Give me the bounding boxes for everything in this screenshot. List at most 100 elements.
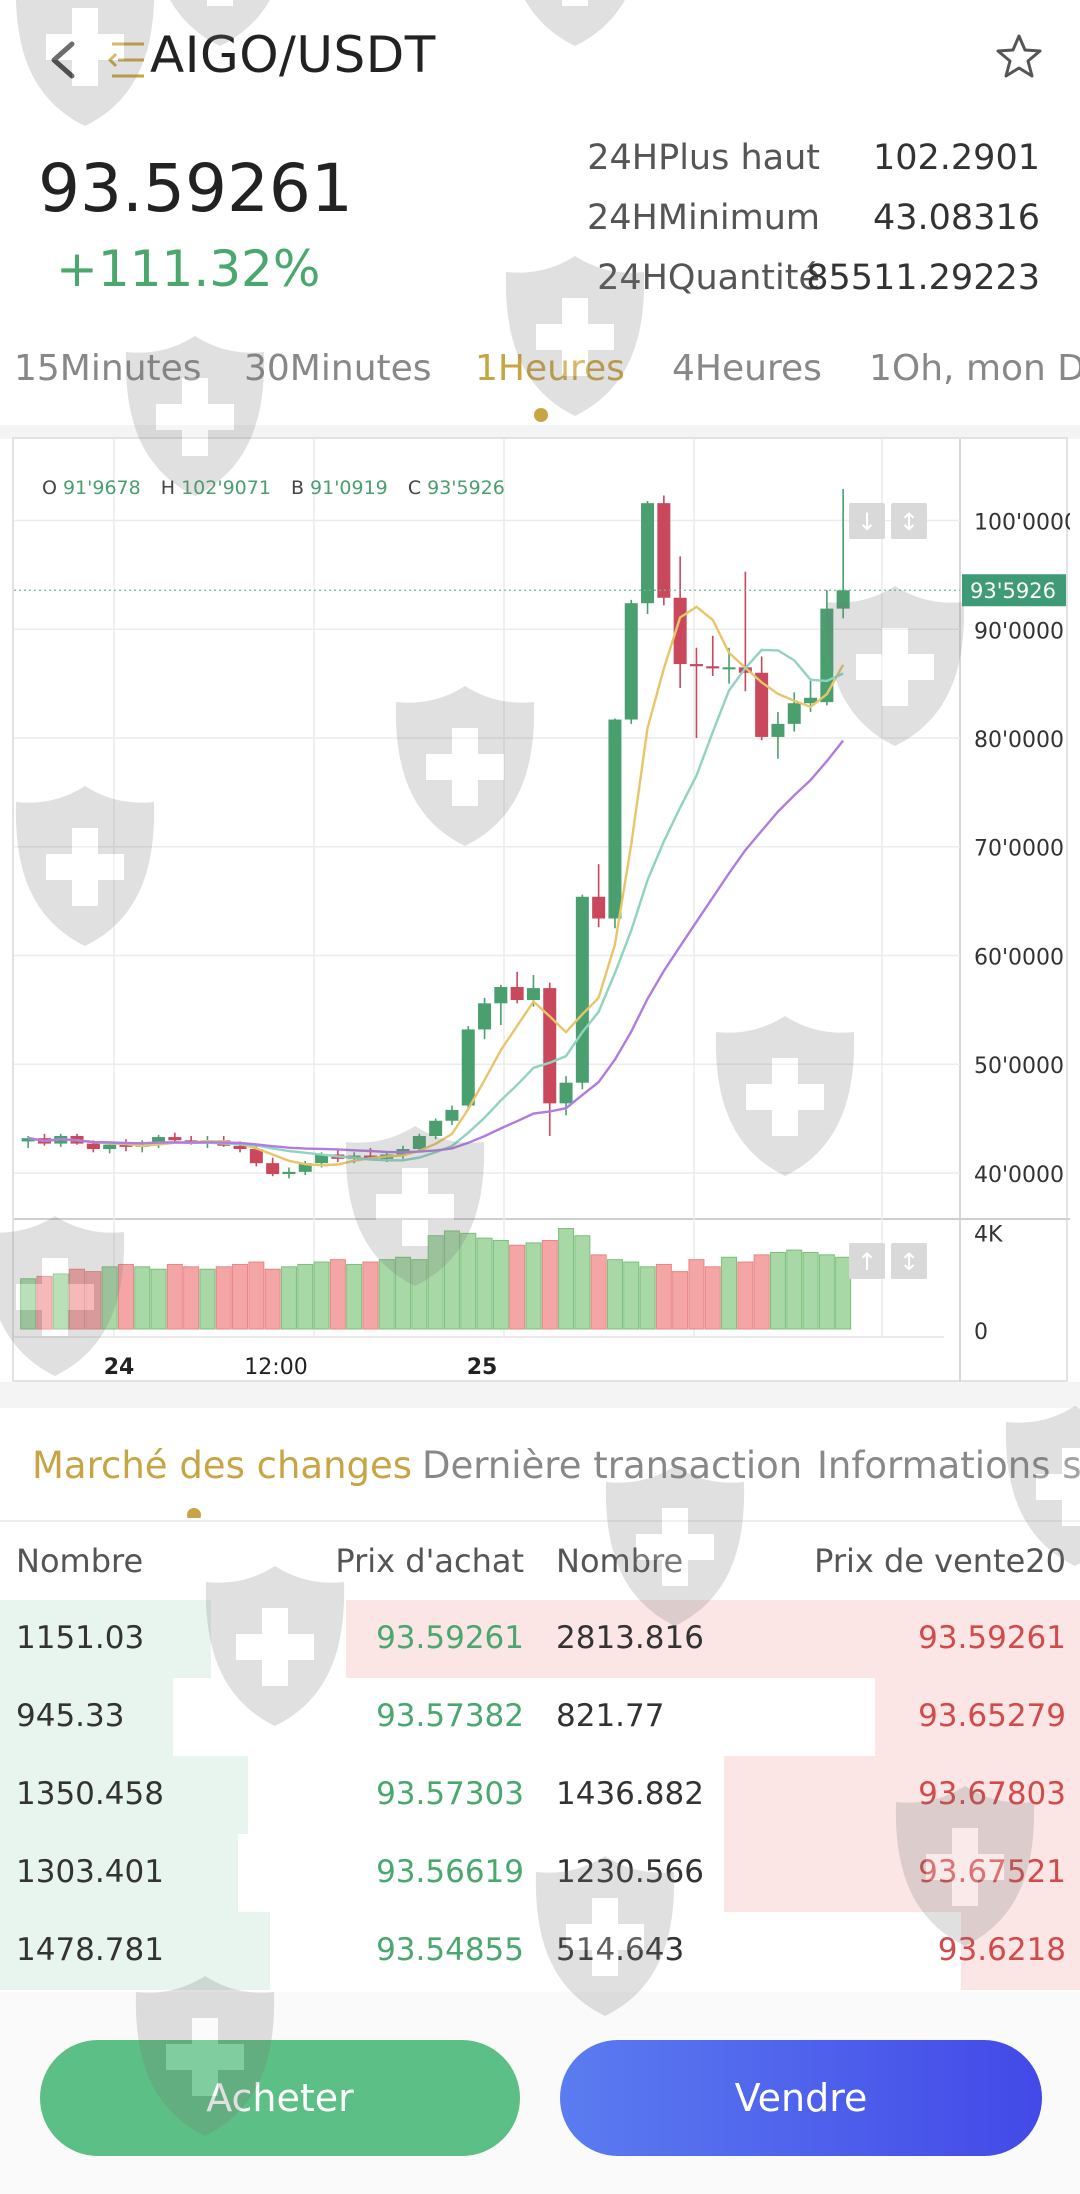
buy-button[interactable]: Acheter [40, 2040, 520, 2156]
ask-price: 93.67803 [918, 1776, 1066, 1812]
ohlc-key-b: B [290, 477, 305, 499]
stat-label: 24HQuantité [597, 258, 820, 298]
volume-bar [590, 1254, 607, 1330]
ohlc-legend: O 91'9678 H 102'9071 B 91'0919 C 93'5926 [42, 477, 519, 499]
volume-bar [688, 1259, 705, 1330]
ohlc-low: 91'0919 [310, 477, 388, 499]
order-book-row[interactable]: 1303.401 93.56619 1230.566 93.67521 [0, 1834, 1080, 1912]
ohlc-high: 102'9071 [181, 477, 271, 499]
order-book-row[interactable]: 1478.781 93.54855 514.643 93.6218 [0, 1912, 1080, 1990]
order-book-row[interactable]: 1350.458 93.57303 1436.882 93.67803 [0, 1756, 1080, 1834]
volume-bar [329, 1259, 346, 1330]
volume-bar [525, 1242, 542, 1330]
tab-1heures[interactable]: 1Heures [475, 348, 625, 389]
bid-depth-bar [0, 1756, 249, 1834]
candle-body [315, 1154, 329, 1164]
y-tick-label: 40'0000 [974, 1163, 1064, 1188]
stat-value: 102.2901 [872, 138, 1040, 178]
favorite-star-icon[interactable] [992, 30, 1046, 84]
candlestick-chart[interactable]: 100'0000 90'0000 80'0000 70'0000 60'0000 50'0… [14, 439, 1070, 1384]
ask-price: 93.59261 [918, 1620, 1066, 1656]
pair-switch-icon[interactable] [104, 38, 148, 82]
stat-value: 43.08316 [872, 198, 1040, 238]
volume-bar [802, 1251, 819, 1330]
ask-amount: 514.643 [556, 1932, 685, 1968]
volume-bar [85, 1271, 102, 1330]
last-price: 93.59261 [38, 150, 353, 227]
volume-fit-button [891, 1243, 927, 1279]
stat-row-low: 24HMinimum 43.08316 [580, 198, 1040, 258]
volume-bar [362, 1261, 379, 1330]
moving-average-line [27, 739, 845, 1154]
sell-button[interactable]: Vendre [560, 2040, 1042, 2156]
change-percent: +111.32% [56, 240, 321, 298]
volume-bar [346, 1263, 363, 1330]
ohlc-close: 93'5926 [427, 477, 505, 499]
volume-bar [378, 1259, 395, 1330]
bid-amount-header: Nombre [16, 1542, 144, 1580]
stat-label: 24HPlus haut [587, 138, 820, 178]
candle-body [152, 1137, 166, 1145]
volume-bar [134, 1266, 151, 1330]
tab-1day[interactable]: 1Oh, mon Dieu [869, 348, 1080, 389]
volume-bar [150, 1268, 167, 1330]
candle-body [592, 896, 606, 919]
candle-body [103, 1144, 117, 1150]
y-tick-label: 90'0000 [974, 619, 1064, 644]
divider [0, 1382, 1080, 1408]
ohlc-key-o: O [42, 477, 57, 499]
candle-body [641, 503, 655, 604]
x-tick-label: 25 [467, 1355, 498, 1380]
order-book-row[interactable]: 945.33 93.57382 821.77 93.65279 [0, 1678, 1080, 1756]
volume-expand-button-glyph: ↑ [857, 1248, 877, 1276]
ask-price: 93.6218 [937, 1932, 1066, 1968]
tab-info[interactable]: Informations sur [817, 1444, 1080, 1487]
bid-price: 93.59261 [376, 1620, 524, 1656]
candle-body [755, 672, 769, 737]
ask-depth-bar [961, 1912, 1080, 1990]
ticker-summary: 93.59261 +111.32% 24HPlus haut 102.2901 … [0, 120, 1080, 320]
volume-tick-label: 4K [974, 1222, 1003, 1247]
tab-4heures[interactable]: 4Heures [672, 348, 822, 389]
candle-body [233, 1145, 247, 1150]
bid-amount: 1303.401 [16, 1854, 164, 1890]
ask-depth-bar [345, 1600, 1080, 1678]
volume-bar [101, 1266, 118, 1330]
candle-body [510, 987, 524, 1001]
tab-market[interactable]: Marché des changes [32, 1444, 413, 1487]
candle-body [771, 723, 785, 737]
volume-bar [606, 1259, 623, 1330]
volume-bar [280, 1266, 297, 1330]
moving-average-line [27, 648, 844, 1162]
volume-expand-button [849, 1243, 885, 1279]
candle-body [21, 1138, 35, 1142]
ohlc-open: 91'9678 [62, 477, 141, 499]
candle-body [706, 666, 720, 669]
back-button[interactable] [40, 32, 90, 88]
bid-depth-bar [0, 1912, 270, 1990]
volume-bar [509, 1244, 526, 1330]
volume-bar [786, 1249, 803, 1330]
tab-30minutes[interactable]: 30Minutes [244, 348, 432, 389]
candle-body [168, 1137, 182, 1141]
volume-bar [558, 1228, 575, 1330]
app-header: AIGO/USDT [0, 0, 1080, 120]
candle-body [478, 1003, 492, 1030]
fit-vertical-button [891, 503, 927, 539]
price-chart[interactable]: 100'0000 90'0000 80'0000 70'0000 60'0000 50'0… [12, 437, 1070, 1384]
candle-body [461, 1029, 475, 1106]
candle-body [429, 1120, 443, 1136]
volume-bar [574, 1235, 591, 1330]
bid-price-header: Prix d'achat [335, 1542, 524, 1580]
volume-bar [704, 1266, 721, 1330]
candle-body [86, 1143, 100, 1150]
volume-bar [69, 1268, 86, 1330]
tab-last-trades[interactable]: Dernière transaction [422, 1444, 803, 1487]
candle-body [543, 988, 557, 1104]
order-book-row[interactable]: 1151.03 93.59261 2813.816 93.59261 [0, 1600, 1080, 1678]
volume-bar [737, 1261, 754, 1330]
volume-bar [36, 1275, 53, 1330]
divider [0, 425, 1080, 439]
tab-15minutes[interactable]: 15Minutes [14, 348, 202, 389]
stats-24h: 24HPlus haut 102.2901 24HMinimum 43.0831… [580, 138, 1040, 318]
